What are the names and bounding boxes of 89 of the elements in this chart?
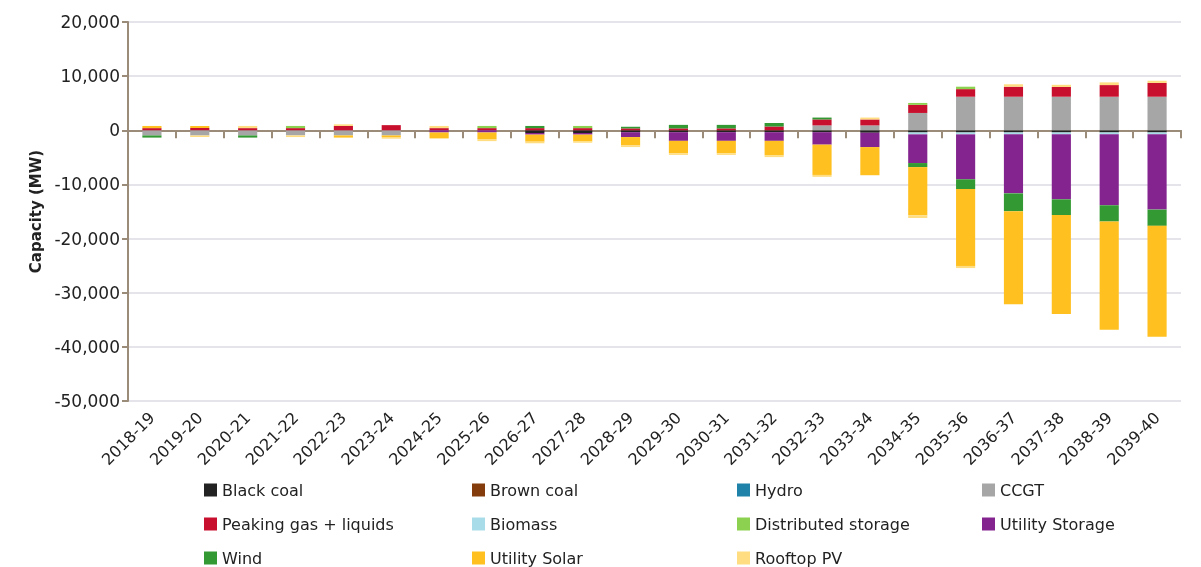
bar xyxy=(285,130,306,136)
bar xyxy=(1147,96,1167,131)
bar xyxy=(1003,84,1024,87)
bar xyxy=(333,125,353,131)
bar xyxy=(1051,84,1071,87)
bar xyxy=(764,132,784,141)
bar xyxy=(908,134,928,164)
bar xyxy=(908,215,928,218)
bar xyxy=(1051,96,1071,131)
legend-label: CCGT xyxy=(1000,480,1045,500)
bar xyxy=(908,104,928,113)
bar xyxy=(956,189,976,266)
y-tick-label: -30,000 xyxy=(54,282,120,303)
bar xyxy=(1099,205,1119,222)
legend-label: Hydro xyxy=(755,480,803,500)
bar xyxy=(668,140,688,154)
bar xyxy=(621,132,641,138)
bar xyxy=(812,125,832,131)
bar xyxy=(1147,225,1167,337)
bar xyxy=(573,134,593,142)
y-tick-label: 0 xyxy=(109,120,120,141)
bar xyxy=(812,132,832,145)
legend-label: Wind xyxy=(222,548,263,567)
bar xyxy=(1051,86,1071,97)
bar xyxy=(1099,221,1119,330)
bar xyxy=(1147,82,1167,97)
bar xyxy=(764,126,784,131)
legend-label: Utility Storage xyxy=(1000,514,1115,534)
y-tick-label: 10,000 xyxy=(60,66,120,87)
bar xyxy=(812,144,832,175)
bar xyxy=(1147,80,1167,83)
legend-label: Brown coal xyxy=(490,480,579,500)
bar xyxy=(333,135,353,138)
legend-label: Black coal xyxy=(222,480,304,500)
bar xyxy=(668,132,688,141)
bar xyxy=(716,132,736,141)
bar xyxy=(238,135,258,138)
bar xyxy=(860,147,880,176)
y-axis-title: Capacity (MW) xyxy=(26,149,45,274)
bar xyxy=(621,137,641,146)
y-tick-label: -10,000 xyxy=(54,174,120,195)
bar xyxy=(238,130,258,136)
bar xyxy=(956,134,976,180)
bar xyxy=(1003,193,1024,212)
bar xyxy=(1003,96,1024,131)
bar xyxy=(333,130,353,136)
legend-label: Rooftop PV xyxy=(755,548,843,567)
y-tick-label: 20,000 xyxy=(60,12,120,32)
bar xyxy=(956,265,976,269)
bar xyxy=(142,135,162,138)
bar xyxy=(764,140,784,156)
bar xyxy=(860,125,880,131)
bar xyxy=(1051,199,1071,216)
y-tick-label: -40,000 xyxy=(54,336,120,357)
bar xyxy=(142,130,162,136)
bar xyxy=(1099,96,1119,131)
bar xyxy=(956,179,976,190)
bar xyxy=(1147,209,1167,226)
bar xyxy=(716,140,736,154)
bar xyxy=(381,130,401,136)
bar xyxy=(812,119,832,126)
bar xyxy=(1147,134,1167,210)
bar xyxy=(1003,134,1024,194)
bar xyxy=(381,125,401,131)
bar xyxy=(908,163,928,168)
legend-label: Peaking gas + liquids xyxy=(222,514,394,534)
bar xyxy=(956,96,976,131)
legend-label: Biomass xyxy=(490,514,558,534)
bar xyxy=(860,119,880,126)
y-tick-label: -50,000 xyxy=(54,391,120,411)
bar xyxy=(1099,85,1119,97)
bar xyxy=(1003,86,1024,97)
legend-label: Distributed storage xyxy=(755,514,910,534)
bar xyxy=(860,130,880,133)
bar xyxy=(1003,211,1024,305)
y-tick-label: -20,000 xyxy=(54,228,120,249)
bar xyxy=(190,130,210,136)
bar xyxy=(1051,134,1071,200)
bar xyxy=(429,132,449,139)
bar xyxy=(1051,215,1071,315)
legend-label: Utility Solar xyxy=(490,548,584,567)
bar xyxy=(525,134,545,142)
bar xyxy=(477,132,497,140)
bar xyxy=(860,132,880,148)
bar xyxy=(1099,82,1119,86)
bar xyxy=(908,112,928,131)
bar xyxy=(956,89,976,97)
bar xyxy=(908,167,928,216)
bar xyxy=(1099,134,1119,206)
